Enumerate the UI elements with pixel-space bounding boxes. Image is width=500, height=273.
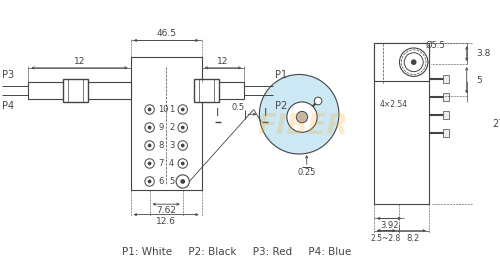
Circle shape bbox=[148, 108, 152, 111]
Circle shape bbox=[148, 180, 152, 183]
Bar bbox=[202, 82, 244, 99]
Text: 8: 8 bbox=[158, 141, 164, 150]
Text: 7: 7 bbox=[158, 159, 164, 168]
Text: 3.8: 3.8 bbox=[476, 49, 490, 58]
Text: 4×2.54: 4×2.54 bbox=[380, 100, 408, 109]
Circle shape bbox=[145, 123, 154, 132]
Text: 6: 6 bbox=[158, 177, 164, 186]
Text: 5: 5 bbox=[476, 76, 482, 85]
Text: I: I bbox=[216, 108, 220, 118]
Circle shape bbox=[181, 126, 184, 129]
Bar bbox=[194, 79, 218, 102]
Text: 7.62: 7.62 bbox=[156, 206, 176, 215]
Circle shape bbox=[178, 159, 188, 168]
Text: 4: 4 bbox=[169, 159, 174, 168]
Text: 1: 1 bbox=[169, 105, 174, 114]
Circle shape bbox=[287, 102, 317, 132]
Text: 12.6: 12.6 bbox=[156, 217, 176, 226]
Text: 9: 9 bbox=[158, 123, 164, 132]
Text: Ø5.5: Ø5.5 bbox=[426, 41, 446, 50]
Text: 2: 2 bbox=[169, 123, 174, 132]
Bar bbox=[64, 79, 88, 102]
Circle shape bbox=[404, 53, 423, 72]
Bar bbox=[28, 82, 130, 99]
Text: P1: White     P2: Black     P3: Red     P4: Blue: P1: White P2: Black P3: Red P4: Blue bbox=[122, 247, 352, 257]
Text: 3.92: 3.92 bbox=[380, 221, 398, 230]
Circle shape bbox=[145, 141, 154, 150]
Circle shape bbox=[314, 97, 322, 105]
Circle shape bbox=[181, 108, 184, 111]
Text: FIBER: FIBER bbox=[258, 112, 348, 140]
Text: 3: 3 bbox=[169, 141, 174, 150]
Circle shape bbox=[148, 144, 152, 147]
Circle shape bbox=[400, 48, 428, 76]
Text: 0.5: 0.5 bbox=[231, 103, 244, 112]
Circle shape bbox=[181, 162, 184, 165]
Text: 27: 27 bbox=[492, 119, 500, 129]
Bar bbox=[374, 43, 429, 81]
Bar bbox=[443, 111, 448, 119]
Text: 2.5~2.8: 2.5~2.8 bbox=[371, 234, 401, 243]
Circle shape bbox=[176, 175, 190, 188]
Text: 8.2: 8.2 bbox=[407, 234, 420, 243]
Text: 46.5: 46.5 bbox=[156, 29, 176, 38]
Bar bbox=[374, 43, 429, 204]
Bar bbox=[130, 57, 202, 190]
Bar bbox=[443, 129, 448, 137]
Text: 5: 5 bbox=[169, 177, 174, 186]
Text: P3: P3 bbox=[2, 70, 14, 80]
Circle shape bbox=[178, 123, 188, 132]
Circle shape bbox=[181, 144, 184, 147]
Circle shape bbox=[145, 105, 154, 114]
Bar bbox=[443, 75, 448, 83]
Text: 12: 12 bbox=[218, 57, 228, 66]
Circle shape bbox=[145, 177, 154, 186]
Text: 0.25: 0.25 bbox=[298, 168, 316, 177]
Text: P4: P4 bbox=[2, 101, 14, 111]
Text: 12: 12 bbox=[74, 57, 85, 66]
Circle shape bbox=[145, 159, 154, 168]
Circle shape bbox=[411, 59, 416, 65]
Circle shape bbox=[181, 180, 184, 183]
Circle shape bbox=[148, 126, 152, 129]
Circle shape bbox=[178, 177, 188, 186]
Circle shape bbox=[260, 75, 339, 154]
Text: 10: 10 bbox=[158, 105, 168, 114]
Text: P2: P2 bbox=[274, 101, 287, 111]
Circle shape bbox=[148, 162, 152, 165]
Circle shape bbox=[178, 141, 188, 150]
Circle shape bbox=[296, 111, 308, 123]
Text: P1: P1 bbox=[274, 70, 286, 80]
Text: I: I bbox=[264, 108, 266, 118]
Circle shape bbox=[180, 179, 185, 184]
Bar bbox=[443, 93, 448, 101]
Circle shape bbox=[178, 105, 188, 114]
